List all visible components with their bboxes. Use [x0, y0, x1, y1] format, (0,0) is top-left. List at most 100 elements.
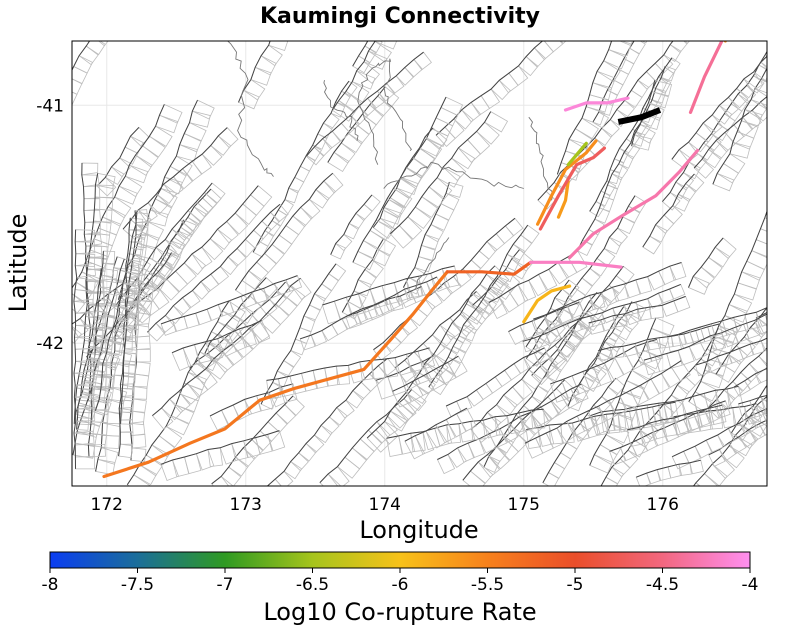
- corupture-segment: [688, 41, 724, 114]
- fault-trace: [780, 94, 800, 177]
- coastline-path: [323, 80, 359, 141]
- y-tick-label: -41: [36, 96, 64, 116]
- colorbar-tick-label: -6.5: [296, 575, 329, 595]
- plot-frame: [71, 40, 768, 487]
- fault-trace: [550, 338, 657, 385]
- fault-trace: [366, 265, 496, 439]
- corupture-segment: [568, 148, 700, 260]
- fault-trace: [715, 306, 767, 375]
- background-fault-network: [72, 0, 800, 503]
- coastline-path: [227, 41, 274, 177]
- fault-trace: [462, 379, 565, 481]
- chart-title: Kaumingi Connectivity: [260, 4, 540, 29]
- fault-trace: [300, 276, 438, 340]
- fault-trace: [327, 86, 386, 163]
- fault-trace: [160, 275, 298, 325]
- fault-trace: [341, 238, 384, 313]
- fault-trace: [428, 224, 529, 388]
- x-tick-label: 175: [508, 495, 540, 515]
- fault-trace: [373, 217, 516, 351]
- coastline: [227, 41, 554, 292]
- fault-trace: [260, 263, 337, 405]
- fault-trace: [402, 182, 450, 288]
- fault-trace: [211, 395, 294, 485]
- fault-trace: [671, 55, 767, 160]
- colorbar-tick-label: -4: [742, 575, 759, 595]
- fault-trace: [695, 337, 767, 366]
- fault-trace: [235, 172, 334, 291]
- fault-section-boxes: [769, 0, 800, 130]
- fault-trace: [386, 408, 544, 439]
- colorbar-tick-label: -4.5: [646, 575, 679, 595]
- fault-trace: [777, 401, 800, 494]
- fault-trace: [435, 41, 544, 136]
- fault-trace: [394, 291, 477, 369]
- colorbar-label: Log10 Co-rupture Rate: [263, 598, 536, 626]
- fault-trace: [331, 41, 376, 111]
- fault-trace: [209, 383, 294, 417]
- fault-trace: [95, 289, 122, 472]
- colorbar-tick-label: -7: [217, 575, 234, 595]
- colorbar-tick-label: -6: [392, 575, 409, 595]
- target-fault: [617, 107, 662, 125]
- fault-trace: [437, 383, 582, 460]
- fault-trace: [472, 249, 520, 306]
- fault-trace: [152, 277, 301, 416]
- colorbar-tick-label: -8: [42, 575, 59, 595]
- fault-trace: [592, 41, 635, 123]
- fault-trace: [533, 262, 682, 320]
- fault-trace: [688, 209, 767, 402]
- y-tick-label: -42: [36, 334, 64, 354]
- coastline-path: [383, 161, 524, 189]
- fault-trace: [643, 313, 767, 361]
- corupture-segment: [781, 0, 800, 15]
- fault-trace: [389, 111, 492, 235]
- fault-section-boxes: [780, 94, 800, 185]
- fault-trace: [556, 41, 613, 175]
- corupture-segment: [563, 96, 630, 112]
- fault-trace: [319, 389, 412, 483]
- x-tick-label: 173: [230, 495, 262, 515]
- corupture-segment: [723, 41, 727, 43]
- fault-trace: [642, 173, 695, 248]
- fault-trace: [688, 237, 724, 288]
- fault-trace: [404, 407, 468, 442]
- fault-trace: [470, 310, 589, 430]
- fault-trace: [769, 0, 800, 117]
- fault-trace: [72, 104, 165, 289]
- fault-trace: [345, 286, 422, 317]
- fault-trace: [733, 367, 767, 388]
- corupture-segment: [536, 139, 598, 226]
- x-axis-ticks: 172 173 174 175 176: [91, 495, 679, 515]
- x-axis-label: Longitude: [359, 516, 478, 544]
- fault-trace: [707, 347, 767, 409]
- corupture-segment: [529, 260, 623, 269]
- fault-trace: [266, 347, 430, 381]
- fault-trace: [692, 395, 767, 486]
- colorbar: [49, 551, 751, 569]
- fault-trace: [600, 328, 719, 486]
- fault-trace: [322, 265, 455, 306]
- target-fault-trace: [617, 107, 662, 125]
- fault-trace: [72, 281, 126, 325]
- fault-trace: [305, 51, 424, 157]
- fault-trace: [372, 96, 447, 228]
- fault-trace: [352, 41, 369, 67]
- fault-trace: [598, 323, 720, 352]
- fault-trace: [120, 210, 137, 424]
- corupture-segment: [556, 179, 570, 219]
- colorbar-ticks: -8 -7.5 -7 -6.5 -6 -5.5 -5 -4.5 -4: [42, 568, 759, 595]
- fault-trace: [693, 95, 767, 169]
- fault-trace: [445, 347, 545, 407]
- fault-trace: [526, 401, 676, 431]
- fault-trace: [76, 251, 104, 430]
- fault-trace: [171, 319, 262, 354]
- fault-trace: [589, 57, 673, 212]
- fault-trace: [673, 403, 757, 418]
- colorbar-tick-label: -5: [567, 575, 584, 595]
- fault-section-boxes: [777, 401, 800, 503]
- coastline-path: [528, 116, 554, 201]
- fault-trace: [738, 394, 767, 405]
- x-tick-label: 176: [647, 495, 679, 515]
